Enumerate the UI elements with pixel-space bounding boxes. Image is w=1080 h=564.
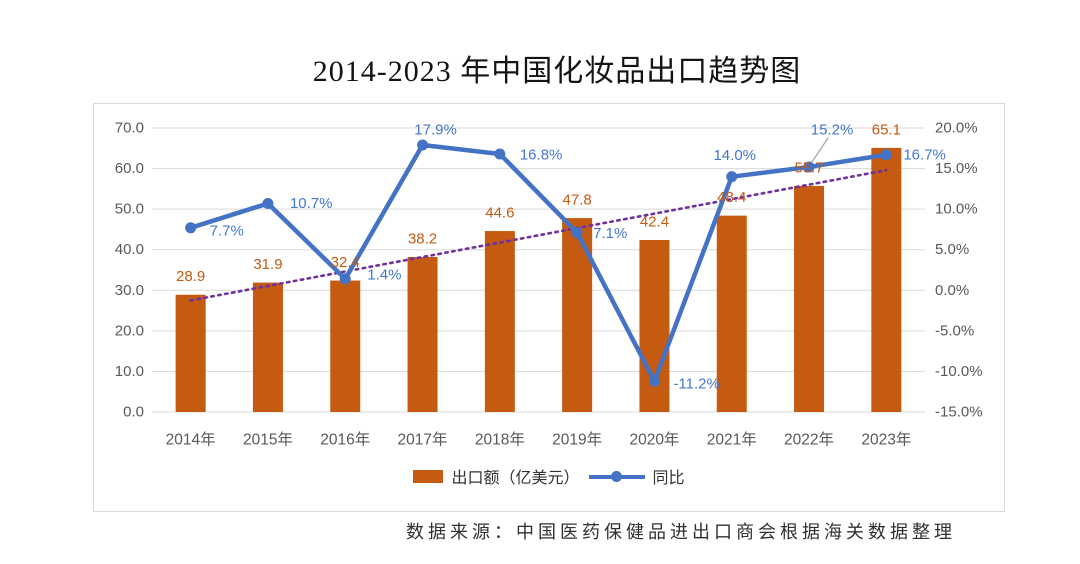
x-axis-category-label: 2022年 (784, 431, 834, 449)
export-bar (871, 147, 902, 412)
export-bar (252, 282, 283, 412)
x-axis-category-label: 2018年 (475, 431, 525, 449)
left-axis-tick-label: 60.0 (115, 160, 144, 177)
x-axis-category-label: 2020年 (629, 431, 679, 449)
export-bar (407, 257, 438, 412)
yoy-value-label: 17.9% (414, 122, 457, 139)
line-series-swatch-icon (588, 470, 645, 483)
yoy-value-label: 7.1% (593, 225, 627, 242)
left-axis-tick-label: 50.0 (115, 201, 144, 218)
data-source-note: 数据来源：中国医药保健品进出口商会根据海关数据整理 (406, 522, 956, 542)
right-axis-tick-label: 5.0% (935, 241, 969, 258)
bar-value-label: 42.4 (640, 213, 669, 230)
left-axis-tick-label: 20.0 (115, 322, 144, 339)
left-axis-tick-label: 0.0 (123, 404, 144, 421)
x-axis-category-label: 2016年 (320, 431, 370, 449)
bar-value-label: 48.4 (717, 189, 746, 206)
trendline (189, 168, 888, 302)
yoy-value-label: 16.7% (903, 146, 946, 163)
yoy-value-label: 14.0% (713, 147, 756, 164)
legend-item-exports: 出口额（亿美元） (413, 464, 580, 488)
yoy-data-point (648, 375, 660, 387)
x-axis-category-label: 2023年 (861, 431, 911, 449)
yoy-value-label: 7.7% (210, 222, 244, 239)
export-bar (484, 231, 515, 412)
yoy-value-label: 15.2% (811, 121, 854, 138)
yoy-data-point (417, 139, 429, 151)
chart-legend: 出口额（亿美元） 同比 (94, 464, 1004, 488)
yoy-value-label: 1.4% (367, 266, 401, 283)
left-axis-tick-label: 10.0 (115, 363, 144, 380)
export-bar (175, 294, 206, 412)
bar-value-label: 47.8 (563, 192, 592, 209)
yoy-data-point (803, 161, 815, 173)
bar-series-swatch-icon (413, 469, 444, 483)
yoy-value-label: 16.8% (520, 146, 563, 163)
label-leader-line (811, 137, 829, 163)
x-axis-category-label: 2017年 (398, 431, 448, 449)
right-axis-tick-label: 10.0% (935, 201, 978, 218)
yoy-data-point (262, 197, 274, 209)
yoy-value-label: -11.2% (673, 376, 719, 393)
right-axis-tick-label: -10.0% (935, 363, 983, 380)
chart-svg: 28.9 31.9 32.4 38.2 44.6 47.8 42.4 48.4 55.7 65.1… (115, 120, 983, 449)
legend-item-yoy: 同比 (588, 464, 685, 488)
chart-title: 2014-2023 年中国化妆品出口趋势图 (312, 55, 802, 88)
x-axis-category-label: 2021年 (707, 431, 757, 449)
export-bar (330, 280, 361, 412)
yoy-data-point (571, 227, 583, 239)
yoy-data-point (880, 149, 892, 161)
x-axis-category-label: 2019年 (552, 431, 602, 449)
export-bar (794, 186, 825, 412)
x-axis-category-label: 2015年 (243, 431, 293, 449)
left-axis-tick-label: 30.0 (115, 282, 144, 299)
right-axis-tick-label: -5.0% (935, 322, 974, 339)
chart-frame: 28.9 31.9 32.4 38.2 44.6 47.8 42.4 48.4 55.7 65.1… (93, 103, 1005, 512)
bar-value-label: 65.1 (872, 121, 901, 138)
right-axis-tick-label: 20.0% (935, 120, 978, 137)
legend-label-exports: 出口额（亿美元） (451, 470, 580, 487)
left-axis-tick-label: 70.0 (115, 120, 144, 137)
bar-value-label: 28.9 (176, 268, 205, 285)
export-bar (716, 215, 747, 412)
right-axis-tick-label: 0.0% (935, 282, 969, 299)
export-bar (562, 218, 593, 412)
bar-value-label: 44.6 (485, 205, 514, 222)
bar-value-label: 32.4 (331, 254, 360, 271)
bar-value-label: 55.7 (794, 160, 823, 177)
legend-label-yoy: 同比 (652, 470, 685, 487)
yoy-value-label: 10.7% (290, 195, 333, 212)
bar-value-label: 38.2 (408, 231, 437, 248)
yoy-data-point (339, 273, 351, 285)
x-axis-category-label: 2014年 (166, 431, 216, 449)
yoy-data-point (494, 148, 506, 160)
bar-value-label: 31.9 (253, 256, 282, 273)
right-axis-tick-label: -15.0% (935, 404, 983, 421)
yoy-data-point (726, 171, 738, 183)
yoy-data-point (185, 222, 197, 234)
right-axis-tick-label: 15.0% (935, 160, 978, 177)
yoy-line (188, 142, 889, 384)
left-axis-tick-label: 40.0 (115, 241, 144, 258)
